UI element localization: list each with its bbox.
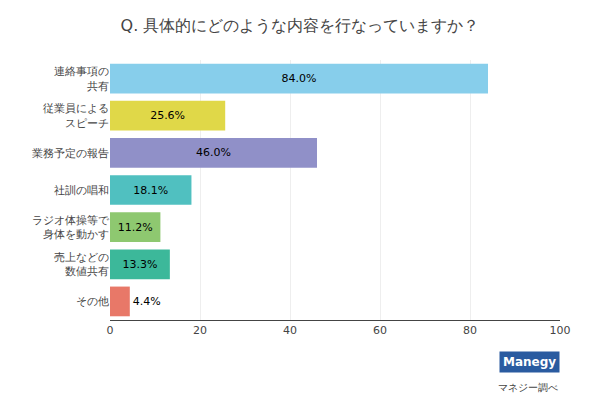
svg-text:従業員によるスピーチ: 従業員によるスピーチ bbox=[43, 102, 109, 129]
svg-text:ラジオ体操等で身体を動かす: ラジオ体操等で身体を動かす bbox=[32, 214, 110, 241]
svg-text:100: 100 bbox=[550, 324, 571, 337]
svg-text:0: 0 bbox=[107, 324, 114, 337]
svg-text:売上などの数値共有: 売上などの数値共有 bbox=[54, 251, 109, 278]
svg-text:社訓の唱和: 社訓の唱和 bbox=[54, 184, 109, 197]
svg-text:18.1%: 18.1% bbox=[133, 184, 168, 197]
svg-text:60: 60 bbox=[373, 324, 387, 337]
svg-text:Manegy: Manegy bbox=[503, 355, 556, 369]
svg-text:40: 40 bbox=[283, 324, 297, 337]
svg-text:20: 20 bbox=[193, 324, 207, 337]
svg-text:連絡事項の共有: 連絡事項の共有 bbox=[54, 65, 109, 92]
svg-text:11.2%: 11.2% bbox=[118, 221, 153, 234]
svg-text:4.4%: 4.4% bbox=[133, 295, 161, 308]
svg-text:業務予定の報告: 業務予定の報告 bbox=[32, 147, 109, 160]
svg-text:13.3%: 13.3% bbox=[122, 258, 157, 271]
svg-text:Q. 具体的にどのような内容を行なっていますか？: Q. 具体的にどのような内容を行なっていますか？ bbox=[121, 16, 480, 35]
svg-text:80: 80 bbox=[463, 324, 477, 337]
svg-text:25.6%: 25.6% bbox=[150, 109, 185, 122]
svg-text:46.0%: 46.0% bbox=[196, 146, 231, 159]
svg-text:84.0%: 84.0% bbox=[282, 72, 317, 85]
svg-text:その他: その他 bbox=[76, 295, 109, 308]
svg-text:マネジー調べ: マネジー調べ bbox=[498, 382, 558, 393]
